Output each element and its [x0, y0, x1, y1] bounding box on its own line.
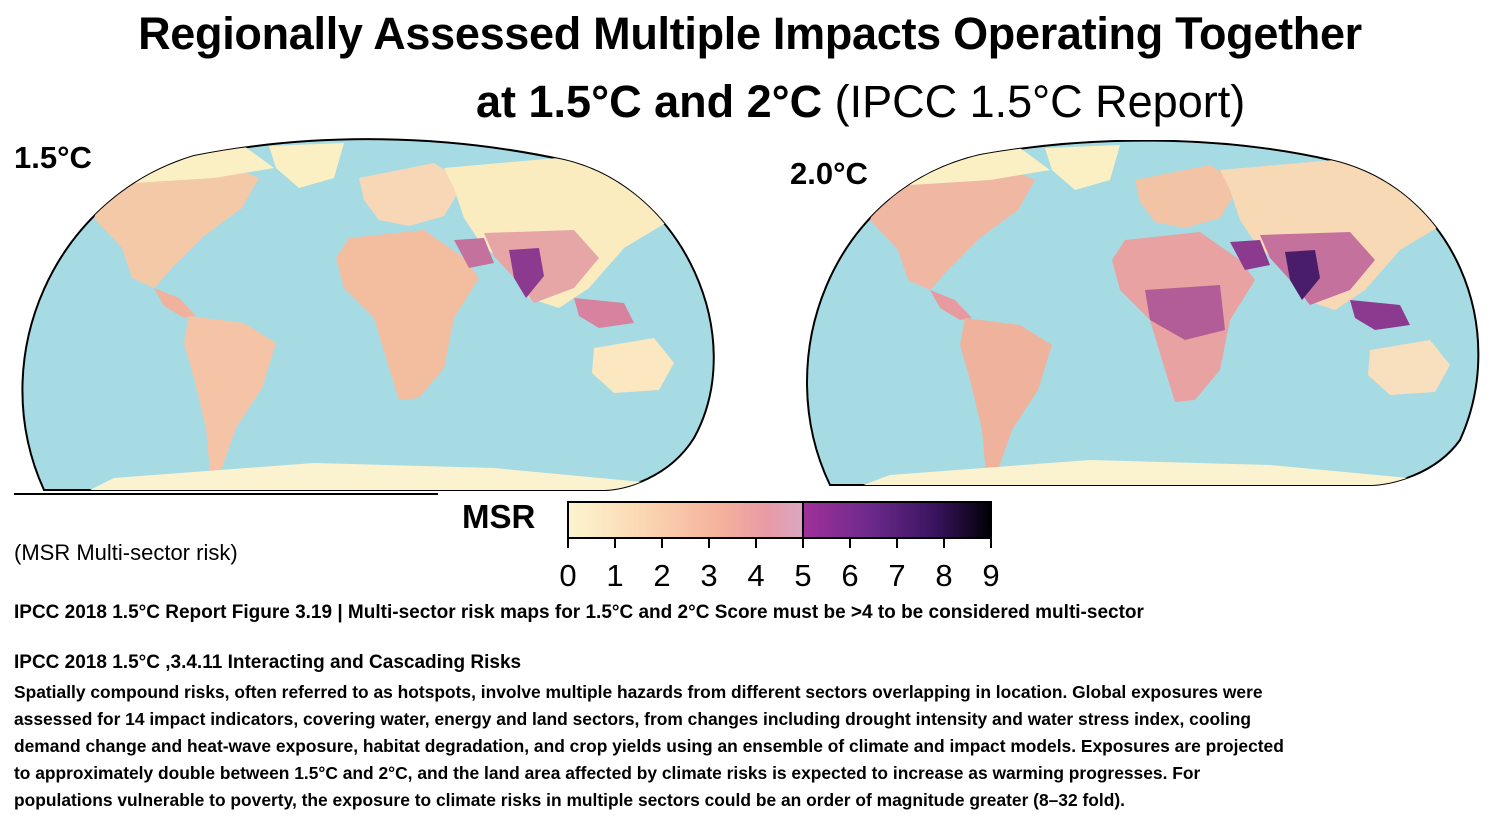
landmass-southeast-asia [1350, 300, 1410, 330]
landmass-antarctica [74, 463, 714, 490]
landmass-africa [336, 230, 479, 400]
body-line: Spatially compound risks, often referred… [14, 682, 1263, 702]
landmass-north-america [870, 160, 1035, 290]
landmass-south-america [184, 316, 276, 473]
hotspot-middle-east [1230, 240, 1270, 270]
map-1-5c [21, 138, 715, 491]
colorbar-high-segment [803, 502, 991, 538]
section-title: IPCC 2018 1.5°C ,3.4.11 Interacting and … [14, 652, 522, 673]
colorbar-tick-label: 0 [559, 558, 576, 593]
msr-note: (MSR Multi-sector risk) [14, 540, 238, 565]
hotspot-india [509, 248, 544, 298]
landmass-southeast-asia [574, 298, 634, 328]
page-subtitle: at 1.5°C and 2°C (IPCC 1.5°C Report) [476, 76, 1245, 128]
page-title: Regionally Assessed Multiple Impacts Ope… [138, 8, 1362, 59]
baseline-rule [14, 493, 438, 495]
colorbar-tick-label: 7 [888, 558, 905, 593]
landmass-australia [1368, 340, 1450, 395]
landmass-central-america [930, 290, 972, 320]
colorbar-tick-label: 5 [794, 558, 811, 593]
body-line: assessed for 14 impact indicators, cover… [14, 709, 1251, 729]
colorbar-tick-label: 8 [935, 558, 952, 593]
body-line: demand change and heat-wave exposure, ha… [14, 736, 1284, 756]
body-line: populations vulnerable to poverty, the e… [14, 790, 1125, 810]
subtitle-temperatures: at 1.5°C and 2°C [476, 76, 823, 127]
colorbar-low-segment [568, 502, 803, 538]
map-label-2-0c: 2.0°C [790, 156, 868, 191]
landmass-greenland [1045, 145, 1120, 190]
map-label-1-5c: 1.5°C [14, 140, 92, 175]
map-2-0c [806, 140, 1480, 486]
colorbar-tick-label: 6 [841, 558, 858, 593]
body-paragraph: Spatially compound risks, often referred… [14, 679, 1494, 814]
figure-caption: IPCC 2018 1.5°C Report Figure 3.19 | Mul… [14, 602, 1144, 623]
landmass-greenland [269, 143, 344, 188]
colorbar-tick-label: 1 [606, 558, 623, 593]
landmass-central-america [154, 288, 196, 318]
colorbar-tick-label: 4 [747, 558, 764, 593]
colorbar-frame [567, 501, 992, 539]
hotspot-africa-central [1145, 285, 1225, 340]
colorbar-tick-label: 9 [982, 558, 999, 593]
subtitle-source: (IPCC 1.5°C Report) [822, 76, 1246, 127]
hotspot-middle-east [454, 238, 494, 268]
landmass-south-america [960, 318, 1052, 475]
colorbar-tick-label: 2 [653, 558, 670, 593]
hotspot-india [1285, 250, 1320, 300]
landmass-europe [1135, 165, 1240, 228]
landmass-australia [592, 338, 674, 393]
body-line: to approximately double between 1.5°C an… [14, 763, 1201, 783]
landmass-antarctica [850, 460, 1479, 485]
landmass-europe [359, 163, 464, 226]
colorbar-tick-label: 3 [700, 558, 717, 593]
legend-title: MSR [462, 498, 536, 535]
landmass-north-america [94, 158, 259, 288]
